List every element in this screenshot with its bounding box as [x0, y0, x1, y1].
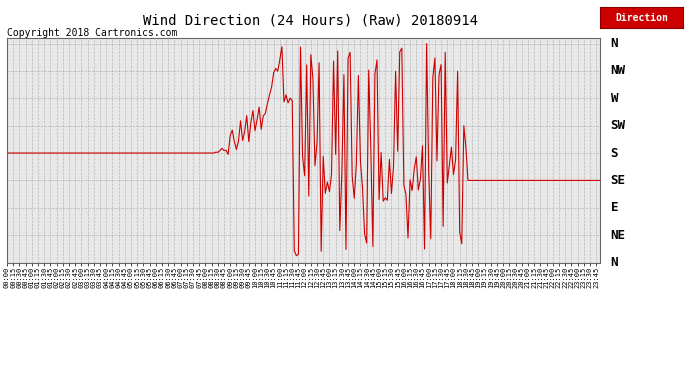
Text: S: S — [611, 147, 618, 159]
Text: SW: SW — [611, 119, 626, 132]
Text: Direction: Direction — [615, 13, 668, 23]
Text: NW: NW — [611, 64, 626, 78]
Text: N: N — [611, 256, 618, 269]
Text: SE: SE — [611, 174, 626, 187]
Text: NE: NE — [611, 229, 626, 242]
Text: Copyright 2018 Cartronics.com: Copyright 2018 Cartronics.com — [7, 28, 177, 38]
Text: W: W — [611, 92, 618, 105]
Text: E: E — [611, 201, 618, 214]
Text: Wind Direction (24 Hours) (Raw) 20180914: Wind Direction (24 Hours) (Raw) 20180914 — [143, 13, 478, 27]
Text: N: N — [611, 37, 618, 50]
